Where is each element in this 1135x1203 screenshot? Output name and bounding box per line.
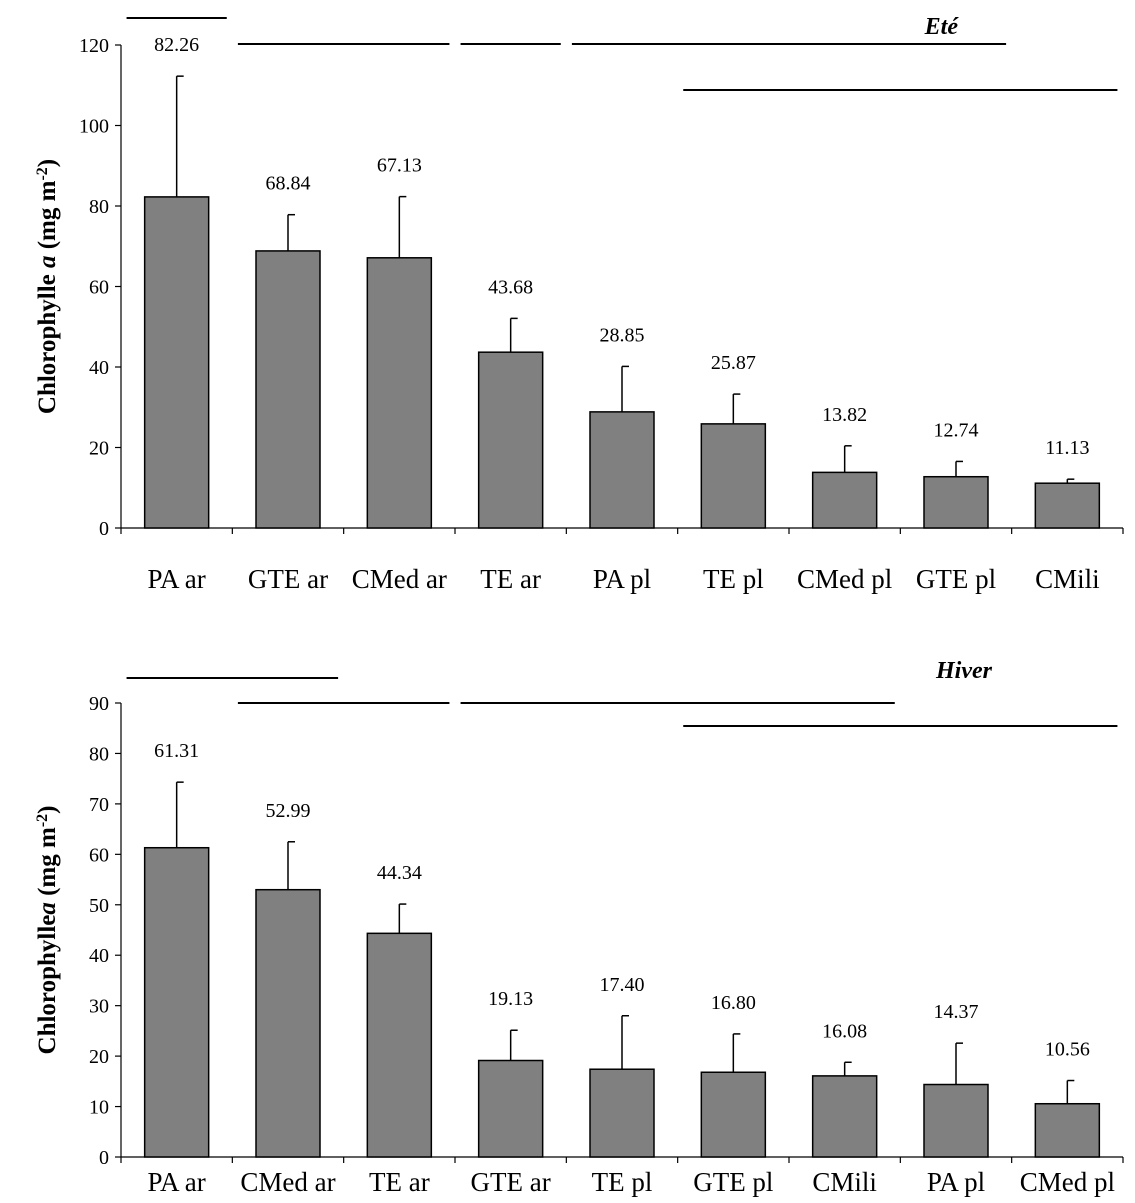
y-axis-label: Chlorophylle a (mg m-2) — [34, 159, 62, 414]
bar — [143, 846, 210, 1158]
data-label: 25.87 — [711, 352, 756, 374]
x-tick-label: PA pl — [593, 564, 651, 594]
bar — [366, 932, 433, 1158]
x-tick-label: CMed pl — [1020, 1167, 1115, 1197]
y-tick-label: 80 — [89, 196, 109, 218]
x-tick-label: GTE ar — [471, 1167, 551, 1197]
bar — [923, 475, 989, 529]
data-label: 67.13 — [377, 155, 422, 177]
x-tick-label: CMed ar — [240, 1167, 335, 1197]
x-tick-label: PA ar — [148, 564, 206, 594]
x-tick-label: GTE ar — [248, 564, 328, 594]
x-tick-label: TE pl — [703, 564, 764, 594]
bar — [923, 1083, 989, 1158]
y-axis-label: Chlorophyllea (mg m-2) — [34, 806, 62, 1055]
y-axis-label-variable: a — [34, 256, 61, 269]
y-tick-label: 10 — [89, 1097, 109, 1119]
y-axis-label-unit: (mg m — [34, 180, 61, 255]
x-tick-label: CMed pl — [797, 564, 892, 594]
data-label: 61.31 — [154, 740, 199, 762]
y-axis-label-text: Chlorophylle — [34, 915, 61, 1055]
x-tick-label: CMili — [812, 1167, 877, 1197]
data-label: 14.37 — [934, 1001, 979, 1023]
y-tick-label: 70 — [89, 794, 109, 816]
bar — [1034, 482, 1101, 529]
y-tick-label: 60 — [89, 277, 109, 299]
data-label: 10.56 — [1045, 1039, 1090, 1061]
bar — [366, 257, 433, 529]
data-label: 52.99 — [266, 800, 311, 822]
y-axis-label-unit: (mg m — [34, 827, 61, 902]
data-label: 11.13 — [1045, 437, 1089, 459]
y-tick-label: 40 — [89, 357, 109, 379]
bar — [811, 1075, 878, 1158]
y-axis-label-exponent: -2 — [34, 814, 51, 827]
bar — [811, 471, 878, 529]
y-tick-label: 30 — [89, 996, 109, 1018]
y-tick-label: 20 — [89, 438, 109, 460]
bar — [477, 1059, 544, 1158]
data-label: 43.68 — [488, 276, 533, 298]
y-tick-label: 90 — [89, 693, 109, 715]
y-axis-label-close: ) — [34, 159, 61, 167]
y-axis-label-variable: a — [34, 902, 61, 915]
bar — [700, 1071, 767, 1158]
x-tick-label: GTE pl — [693, 1167, 773, 1197]
x-tick-label: PA ar — [148, 1167, 206, 1197]
data-label: 12.74 — [934, 419, 979, 441]
data-label: 19.13 — [488, 988, 533, 1010]
y-tick-label: 120 — [79, 35, 109, 57]
y-axis-label-exponent: -2 — [34, 167, 51, 180]
y-tick-label: 60 — [89, 844, 109, 866]
y-tick-label: 50 — [89, 895, 109, 917]
y-tick-label: 0 — [99, 518, 109, 540]
chart-hiver: 0 10 20 30 40 50 60 70 80 90 61.31 PA ar 52.99 CMed a… — [34, 658, 1124, 1197]
x-tick-label: TE pl — [592, 1167, 653, 1197]
y-tick-label: 20 — [89, 1046, 109, 1068]
bar — [255, 250, 321, 529]
bar — [1034, 1102, 1101, 1158]
data-label: 28.85 — [600, 324, 645, 346]
x-tick-label: PA pl — [927, 1167, 985, 1197]
data-label: 13.82 — [822, 404, 867, 426]
data-label: 44.34 — [377, 862, 422, 884]
x-tick-label: CMili — [1035, 564, 1100, 594]
x-tick-label: TE ar — [369, 1167, 430, 1197]
data-label: 16.80 — [711, 992, 756, 1014]
y-tick-label: 80 — [89, 743, 109, 765]
bar — [477, 351, 544, 529]
y-tick-label: 100 — [79, 116, 109, 138]
chart-title: Hiver — [935, 658, 993, 684]
y-tick-label: 0 — [99, 1147, 109, 1169]
bar — [143, 196, 210, 529]
chart-title: Eté — [924, 14, 960, 40]
chart-ete: 0 20 40 60 80 100 120 82.26 PA ar 68.84 GTE ar 67.1… — [34, 14, 1124, 594]
bar — [589, 411, 655, 529]
x-tick-label: TE ar — [480, 564, 541, 594]
data-label: 16.08 — [822, 1020, 867, 1042]
x-tick-label: CMed ar — [352, 564, 447, 594]
bar — [700, 423, 767, 529]
bar — [589, 1068, 655, 1158]
y-axis-label-text: Chlorophylle — [34, 268, 61, 414]
data-label: 68.84 — [266, 173, 311, 195]
x-tick-label: GTE pl — [916, 564, 996, 594]
data-label: 82.26 — [154, 34, 199, 56]
y-tick-label: 40 — [89, 945, 109, 967]
y-axis-label-close: ) — [34, 806, 61, 814]
data-label: 17.40 — [600, 974, 645, 996]
bar — [255, 888, 321, 1158]
